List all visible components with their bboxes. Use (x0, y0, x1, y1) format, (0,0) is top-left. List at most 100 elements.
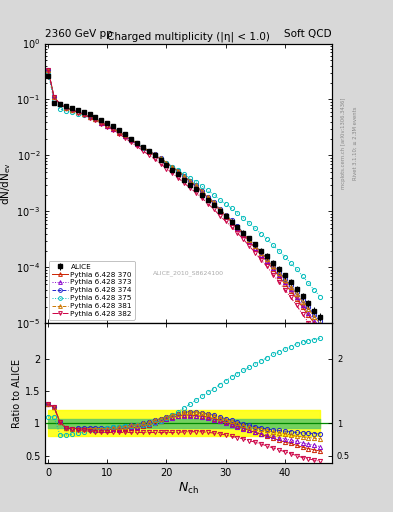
Pythia 6.428 375 (170, 163, 175, 169)
Pythia 6.428 381 (259, 250, 263, 256)
Pythia 6.428 374 (105, 122, 110, 128)
Pythia 6.428 375 (223, 201, 228, 207)
Pythia 6.428 373 (318, 325, 323, 331)
Pythia 6.428 373 (182, 174, 187, 180)
Pythia 6.428 374 (206, 194, 210, 200)
Pythia 6.428 381 (253, 243, 257, 249)
Pythia 6.428 381 (229, 218, 234, 224)
Pythia 6.428 382 (283, 286, 287, 292)
Pythia 6.428 381 (277, 269, 281, 275)
Pythia 6.428 374 (247, 236, 252, 242)
Pythia 6.428 375 (312, 287, 317, 293)
Pythia 6.428 375 (146, 148, 151, 154)
Pythia 6.428 382 (241, 236, 246, 242)
Pythia 6.428 370 (294, 295, 299, 302)
Pythia 6.428 375 (182, 172, 187, 178)
Pythia 6.428 381 (140, 144, 145, 151)
Pythia 6.428 382 (264, 263, 269, 269)
Pythia 6.428 373 (87, 114, 92, 120)
Pythia 6.428 375 (188, 175, 193, 181)
Pythia 6.428 374 (134, 140, 139, 146)
Pythia 6.428 373 (46, 67, 51, 73)
Pythia 6.428 374 (140, 144, 145, 151)
Pythia 6.428 381 (146, 147, 151, 154)
Pythia 6.428 370 (158, 156, 163, 162)
Pythia 6.428 375 (75, 111, 80, 117)
Pythia 6.428 370 (318, 328, 323, 334)
Pythia 6.428 382 (247, 243, 252, 249)
Pythia 6.428 382 (312, 328, 317, 334)
Pythia 6.428 375 (270, 242, 275, 248)
Pythia 6.428 370 (223, 212, 228, 219)
Pythia 6.428 375 (158, 156, 163, 162)
Pythia 6.428 374 (75, 109, 80, 115)
Pythia 6.428 381 (206, 194, 210, 200)
Pythia 6.428 373 (170, 164, 175, 170)
Pythia 6.428 370 (117, 130, 121, 136)
Pythia 6.428 370 (182, 174, 187, 180)
Pythia 6.428 373 (223, 213, 228, 219)
Line: Pythia 6.428 382: Pythia 6.428 382 (46, 68, 322, 341)
Pythia 6.428 374 (318, 318, 323, 324)
Pythia 6.428 373 (200, 189, 204, 196)
Pythia 6.428 381 (241, 230, 246, 237)
Pythia 6.428 370 (58, 101, 62, 107)
Pythia 6.428 373 (105, 122, 110, 129)
Pythia 6.428 370 (211, 200, 216, 206)
Pythia 6.428 374 (158, 155, 163, 161)
Pythia 6.428 381 (235, 224, 240, 230)
Pythia 6.428 375 (211, 191, 216, 198)
Pythia 6.428 373 (259, 252, 263, 258)
Pythia 6.428 381 (294, 291, 299, 297)
Pythia 6.428 373 (134, 141, 139, 147)
Pythia 6.428 375 (264, 236, 269, 242)
Pythia 6.428 382 (134, 143, 139, 150)
Pythia 6.428 374 (229, 217, 234, 223)
Pythia 6.428 370 (200, 189, 204, 195)
Pythia 6.428 373 (288, 286, 293, 292)
Pythia 6.428 370 (206, 195, 210, 201)
Pythia 6.428 381 (170, 163, 175, 169)
Pythia 6.428 375 (235, 210, 240, 216)
Pythia 6.428 370 (253, 245, 257, 251)
Text: Soft QCD: Soft QCD (285, 29, 332, 39)
Pythia 6.428 382 (170, 170, 175, 176)
Pythia 6.428 374 (223, 211, 228, 218)
Pythia 6.428 381 (300, 298, 305, 305)
Pythia 6.428 375 (241, 215, 246, 221)
Pythia 6.428 374 (81, 111, 86, 117)
Y-axis label: dN/dN$_{\sf ev}$: dN/dN$_{\sf ev}$ (0, 162, 13, 205)
Pythia 6.428 382 (229, 224, 234, 230)
Pythia 6.428 381 (264, 256, 269, 262)
Pythia 6.428 373 (99, 119, 104, 125)
Pythia 6.428 374 (288, 282, 293, 288)
Pythia 6.428 374 (117, 129, 121, 135)
Pythia 6.428 381 (134, 140, 139, 146)
Pythia 6.428 370 (288, 288, 293, 294)
Line: Pythia 6.428 374: Pythia 6.428 374 (46, 68, 322, 324)
Pythia 6.428 374 (294, 289, 299, 295)
Pythia 6.428 382 (176, 175, 181, 181)
Pythia 6.428 370 (247, 238, 252, 244)
Pythia 6.428 382 (99, 121, 104, 127)
Pythia 6.428 382 (294, 302, 299, 308)
Pythia 6.428 382 (123, 135, 127, 141)
Pythia 6.428 375 (294, 266, 299, 272)
Pythia 6.428 373 (294, 293, 299, 300)
Pythia 6.428 381 (306, 306, 311, 312)
Pythia 6.428 374 (235, 223, 240, 229)
Pythia 6.428 381 (58, 101, 62, 107)
Pythia 6.428 381 (75, 109, 80, 115)
Pythia 6.428 370 (194, 183, 198, 189)
Pythia 6.428 382 (277, 279, 281, 285)
Pythia 6.428 370 (146, 148, 151, 155)
Pythia 6.428 382 (146, 152, 151, 158)
Pythia 6.428 374 (99, 119, 104, 125)
Pythia 6.428 374 (217, 206, 222, 212)
Pythia 6.428 374 (270, 263, 275, 269)
Pythia 6.428 373 (140, 145, 145, 151)
Text: ALICE_2010_S8624100: ALICE_2010_S8624100 (153, 270, 224, 276)
Pythia 6.428 382 (81, 112, 86, 118)
Pythia 6.428 381 (164, 159, 169, 165)
Pythia 6.428 370 (217, 207, 222, 214)
